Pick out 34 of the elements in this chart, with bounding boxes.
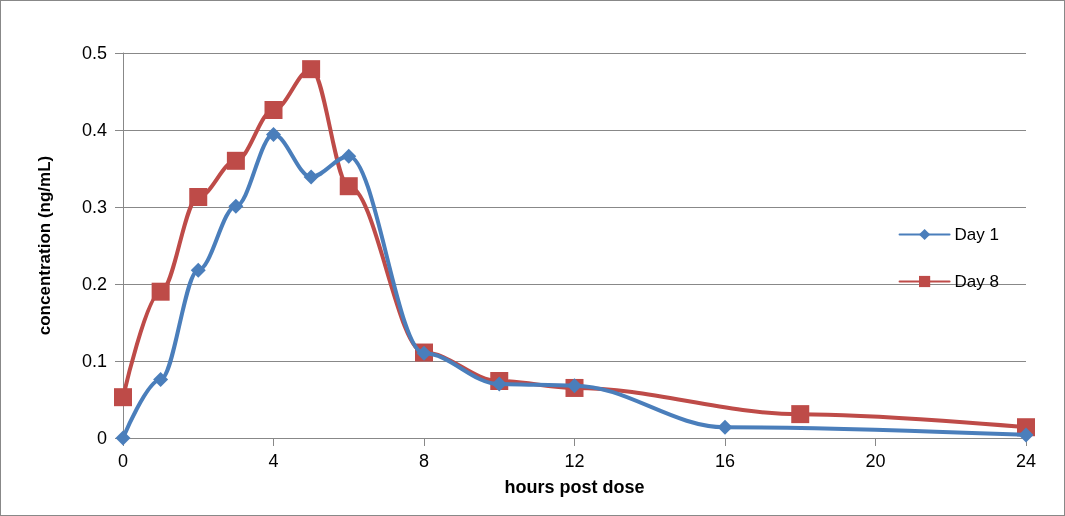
y-tick-label: 0.1 <box>81 351 107 371</box>
x-tick-label: 0 <box>117 451 129 471</box>
legend-label: Day 1 <box>954 225 1000 244</box>
point <box>1018 427 1034 443</box>
point <box>339 177 358 196</box>
y-tick-label: 0 <box>96 428 107 448</box>
point <box>717 419 733 435</box>
x-tick-label: 20 <box>865 451 886 471</box>
y-tick-label: 0.4 <box>81 120 107 140</box>
y-axis-title: concentration (ng/mL) <box>35 155 54 336</box>
point <box>491 376 507 392</box>
point <box>303 169 319 185</box>
y-tick-label: 0.2 <box>81 274 107 294</box>
y-tick-label: 0.5 <box>81 43 107 63</box>
point <box>226 151 245 170</box>
point <box>114 388 132 407</box>
point <box>189 187 208 206</box>
point <box>264 100 283 119</box>
x-tick-label: 24 <box>1015 451 1037 471</box>
point <box>228 198 244 214</box>
point <box>190 262 206 278</box>
x-tick-label: 4 <box>268 451 279 471</box>
point <box>302 60 321 79</box>
y-tick-label: 0.3 <box>81 197 107 217</box>
x-tick-label: 16 <box>714 451 736 471</box>
legend-label: Day 8 <box>954 272 1000 291</box>
x-tick-label: 8 <box>418 451 430 471</box>
point <box>341 148 357 164</box>
x-axis-title: hours post dose <box>504 477 645 497</box>
point <box>791 405 810 424</box>
point <box>266 127 281 143</box>
x-tick-label: 12 <box>564 451 585 471</box>
point <box>153 371 169 387</box>
point <box>151 282 170 301</box>
